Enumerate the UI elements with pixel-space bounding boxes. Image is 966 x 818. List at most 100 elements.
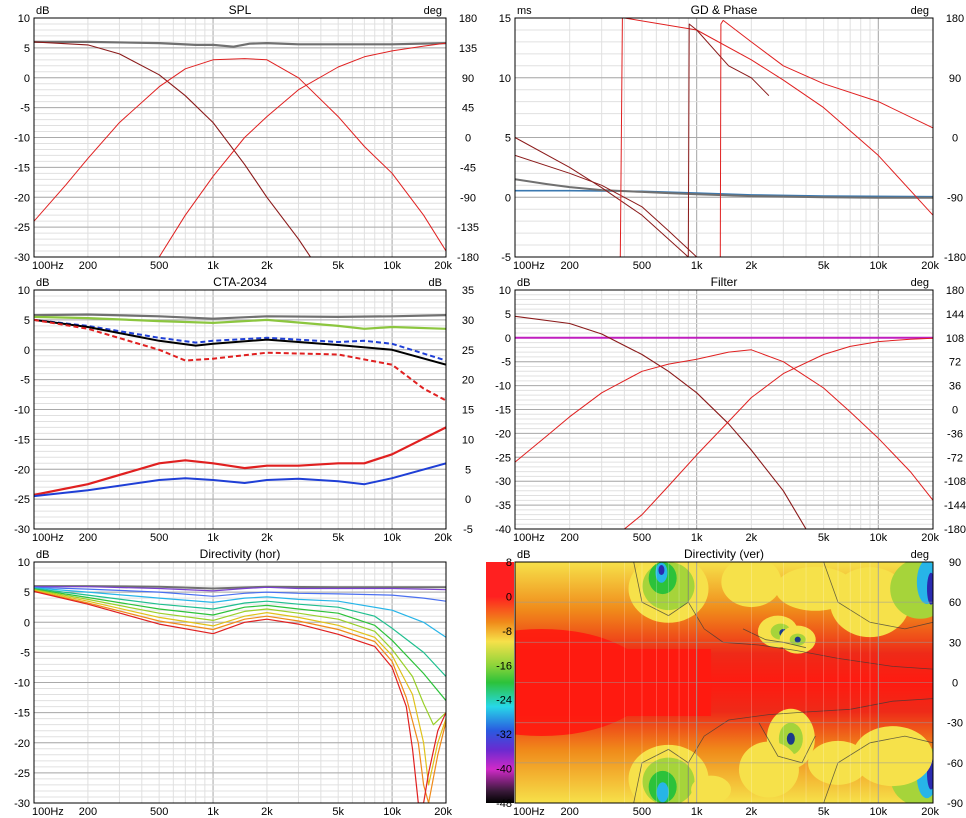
y-tick-label: -5 bbox=[20, 103, 30, 115]
x-tick-label: 2k bbox=[261, 806, 273, 818]
y2-tick-label: 180 bbox=[459, 13, 477, 25]
y-tick-label: 0 bbox=[24, 73, 30, 85]
x-tick-label: 1k bbox=[691, 532, 703, 544]
cta2034-x-ticks: 100Hz 200 500 1k 2k 5k 10k 20k bbox=[32, 532, 452, 544]
heatmap-blob bbox=[738, 741, 799, 798]
cta2034-series-line-2 bbox=[34, 318, 446, 362]
gd_phase-plot-area bbox=[514, 17, 934, 258]
colorbar bbox=[486, 562, 514, 803]
heatmap-blob bbox=[794, 636, 801, 643]
filter-y-ticks: 10 5 0 -5 -10 -15 -20 -25 -30 -35 -40 180 144 108 72 36… bbox=[495, 275, 966, 536]
y2-tick-label: 90 bbox=[462, 73, 474, 85]
directivity_hor-series-line-4 bbox=[34, 587, 446, 677]
chart-title: Directivity (hor) bbox=[200, 547, 281, 561]
y2-tick-label: -72 bbox=[947, 452, 963, 464]
y2-tick-label: 144 bbox=[946, 309, 964, 321]
y-tick-label: -10 bbox=[14, 133, 30, 145]
x-tick-label: 1k bbox=[207, 260, 219, 272]
directivity_ver-y-ticks: 8 0 -8 -16 -24 -32 -40 -48 90 60 30 0 -30 -60 -90 dB deg… bbox=[496, 547, 963, 810]
y2-axis-unit: deg bbox=[911, 549, 929, 561]
x-tick-label: 500 bbox=[150, 532, 168, 544]
directivity_hor-series-line-7 bbox=[34, 589, 446, 786]
y-tick-label: -30 bbox=[14, 524, 30, 536]
plot-border bbox=[514, 561, 934, 804]
x-tick-label: 100Hz bbox=[32, 806, 64, 818]
directivity_hor-x-ticks: 100Hz 200 500 1k 2k 5k 10k 20k bbox=[32, 806, 452, 818]
y-tick-label: -20 bbox=[14, 192, 30, 204]
spl-series-line-2 bbox=[34, 58, 446, 252]
y-tick-label: -40 bbox=[495, 524, 511, 536]
filter-series-line-2 bbox=[515, 349, 933, 501]
x-tick-label: 5k bbox=[818, 806, 830, 818]
directivity_ver-plot-area bbox=[514, 561, 934, 804]
x-tick-label: 20k bbox=[434, 806, 452, 818]
x-tick-label: 100Hz bbox=[513, 806, 545, 818]
x-tick-label: 10k bbox=[869, 532, 887, 544]
y2-axis-unit: deg bbox=[424, 5, 442, 17]
cta2034-series-line-0 bbox=[34, 313, 446, 320]
heatmap-blob bbox=[927, 572, 933, 605]
directivity_hor-series-line-5 bbox=[34, 588, 446, 701]
y-tick-label: 0 bbox=[505, 333, 511, 345]
x-tick-label: 20k bbox=[434, 532, 452, 544]
x-tick-label: 500 bbox=[150, 260, 168, 272]
y2-tick-label: 0 bbox=[952, 133, 958, 145]
y2-tick-label: -180 bbox=[457, 252, 479, 264]
y2-tick-label: 25 bbox=[462, 345, 474, 357]
y2-tick-label: -180 bbox=[944, 252, 966, 264]
plot-border bbox=[33, 289, 447, 530]
y-tick-label: -25 bbox=[14, 222, 30, 234]
directivity_hor-series-line-2 bbox=[34, 586, 446, 602]
y2-tick-label: 30 bbox=[949, 637, 961, 649]
y-tick-label: 8 bbox=[506, 557, 512, 569]
y2-tick-label: 180 bbox=[946, 285, 964, 297]
spl-plot-area bbox=[33, 17, 447, 258]
y-tick-label: -15 bbox=[14, 434, 30, 446]
y2-tick-label: 0 bbox=[952, 678, 958, 690]
y-tick-label: -10 bbox=[14, 405, 30, 417]
spl-series-line-3 bbox=[158, 42, 446, 257]
y2-tick-label: -45 bbox=[460, 162, 476, 174]
y-tick-label: -35 bbox=[495, 500, 511, 512]
directivity_hor-series-line-9 bbox=[34, 590, 446, 803]
x-tick-label: 100Hz bbox=[513, 532, 545, 544]
heatmap-contour bbox=[633, 562, 689, 617]
x-tick-label: 5k bbox=[332, 260, 344, 272]
heatmap-blob bbox=[721, 562, 782, 608]
gd_phase-series-line-2 bbox=[515, 137, 693, 257]
x-tick-label: 2k bbox=[261, 532, 273, 544]
y-tick-label: -25 bbox=[14, 494, 30, 506]
x-tick-label: 1k bbox=[207, 532, 219, 544]
y2-tick-label: -180 bbox=[944, 524, 966, 536]
x-tick-label: 5k bbox=[332, 532, 344, 544]
y-tick-label: -20 bbox=[14, 464, 30, 476]
colorbar-gradient bbox=[486, 562, 514, 803]
y-tick-label: -40 bbox=[496, 764, 512, 776]
y-axis-unit: dB bbox=[36, 5, 49, 17]
x-tick-label: 500 bbox=[633, 806, 651, 818]
heatmap-contour bbox=[687, 562, 933, 670]
gd_phase-series-line-5 bbox=[719, 19, 933, 257]
x-tick-label: 500 bbox=[633, 532, 651, 544]
y-tick-label: -15 bbox=[14, 708, 30, 720]
y-tick-label: -30 bbox=[14, 252, 30, 264]
y2-tick-label: 90 bbox=[949, 557, 961, 569]
y2-tick-label: -135 bbox=[457, 222, 479, 234]
y2-tick-label: 135 bbox=[459, 43, 477, 55]
x-tick-label: 2k bbox=[261, 260, 273, 272]
x-tick-label: 20k bbox=[921, 806, 939, 818]
x-tick-label: 200 bbox=[561, 806, 579, 818]
cta2034-series-line-5 bbox=[34, 426, 446, 496]
y-tick-label: -20 bbox=[14, 738, 30, 750]
y2-tick-label: -30 bbox=[947, 718, 963, 730]
y-tick-label: 5 bbox=[24, 315, 30, 327]
y-tick-label: 0 bbox=[505, 192, 511, 204]
chart-title: Directivity (ver) bbox=[684, 547, 764, 561]
chart-title: Filter bbox=[711, 275, 738, 289]
heatmap-contour bbox=[823, 735, 933, 803]
y-tick-label: 10 bbox=[18, 285, 30, 297]
directivity_hor-series-line-6 bbox=[34, 589, 446, 726]
x-tick-label: 100Hz bbox=[513, 260, 545, 272]
y-tick-label: 10 bbox=[18, 13, 30, 25]
